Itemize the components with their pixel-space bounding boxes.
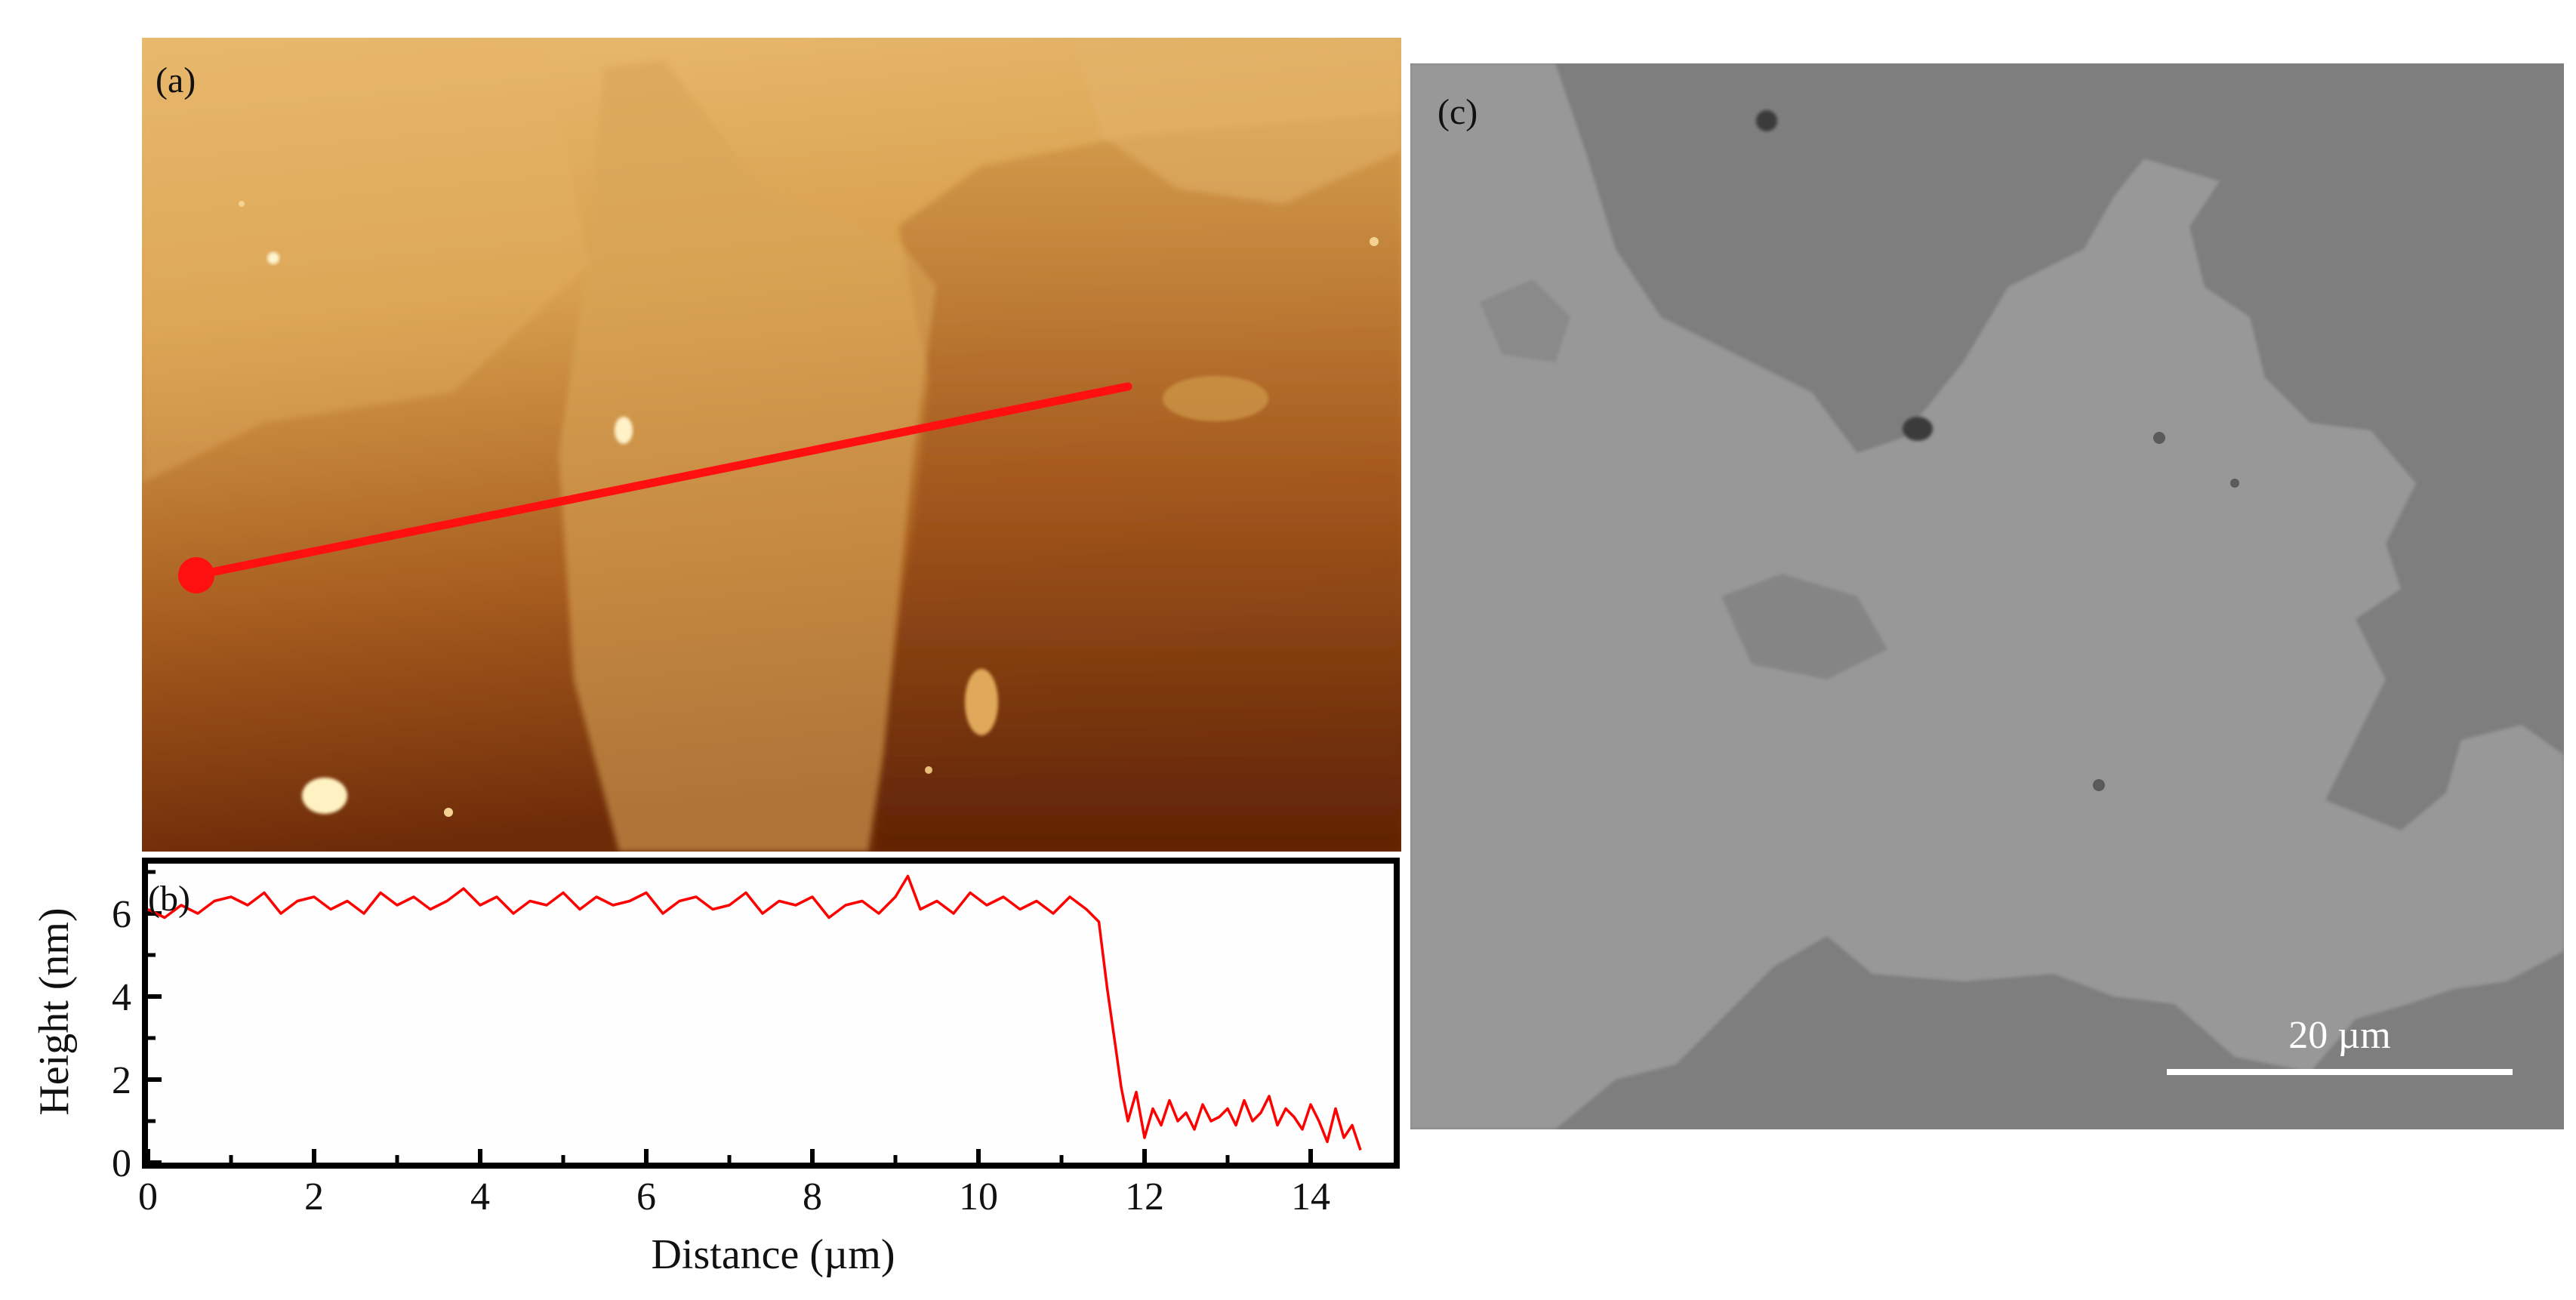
y-axis-label: Height (nm) — [31, 907, 78, 1115]
x-tick-label: 14 — [1291, 1175, 1330, 1218]
x-axis-label: Distance (µm) — [651, 1231, 895, 1278]
y-tick-label: 4 — [112, 976, 131, 1019]
scale-bar: 20 µm — [2167, 1014, 2513, 1075]
x-tick-label: 0 — [138, 1175, 158, 1218]
x-tick-label: 8 — [803, 1175, 822, 1218]
scale-bar-label: 20 µm — [2288, 1014, 2390, 1057]
profile-start-marker — [178, 557, 214, 593]
x-tick-label: 2 — [304, 1175, 324, 1218]
y-tick-label: 0 — [112, 1142, 131, 1185]
y-tick-label: 6 — [112, 893, 131, 936]
height-profile-chart: 0 2 4 6 8 10 12 14 0 2 4 6 (b) Distance (µm) Height… — [31, 858, 1400, 1278]
sem-image: (c) 20 µm — [1410, 63, 2564, 1129]
panel-c-label: (c) — [1437, 92, 1478, 132]
panel-a-label: (a) — [156, 60, 196, 100]
x-tick-label: 12 — [1125, 1175, 1164, 1218]
panel-b-label: (b) — [148, 879, 190, 919]
y-tick-label: 2 — [112, 1059, 131, 1102]
profile-scan-line — [192, 382, 1132, 580]
x-tick-label: 10 — [959, 1175, 998, 1218]
height-profile-line — [147, 874, 1362, 1151]
x-tick-label: 6 — [636, 1175, 656, 1218]
afm-image: (a) — [142, 38, 1401, 852]
x-tick-label: 4 — [470, 1175, 490, 1218]
